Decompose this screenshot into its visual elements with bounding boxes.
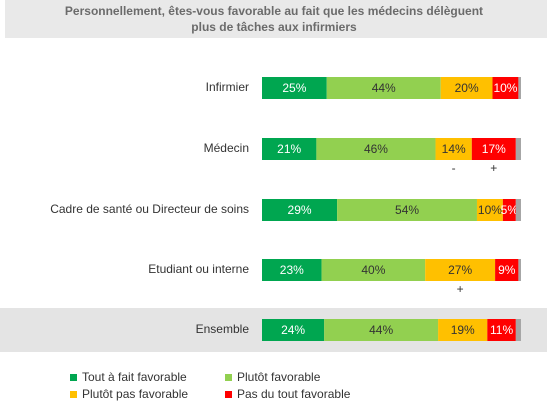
category-label: Infirmier [206, 80, 249, 94]
bar-segment [518, 77, 521, 99]
legend-label: Plutôt favorable [237, 370, 321, 384]
legend-swatch [225, 391, 232, 398]
bar-segment [471, 138, 516, 160]
value-label: 27% [448, 263, 472, 277]
bar-segment [324, 319, 439, 341]
bar-segment [262, 319, 325, 341]
chart-title: Personnellement, êtes-vous favorable au … [65, 4, 483, 34]
value-label: 10% [478, 203, 502, 217]
bar-segment [435, 138, 472, 160]
value-label: 29% [288, 203, 312, 217]
annotation: - [452, 161, 456, 175]
bar-segment [321, 259, 426, 281]
value-label: 46% [364, 142, 388, 156]
bar-segment [502, 199, 516, 221]
value-label: 17% [482, 142, 506, 156]
bar-segment [262, 138, 317, 160]
annotation: + [490, 161, 497, 175]
bar-segment [492, 77, 519, 99]
legend-swatch [225, 374, 232, 381]
value-label: 19% [451, 323, 475, 337]
category-label: Etudiant ou interne [148, 262, 249, 276]
bar-segment [495, 259, 519, 281]
legend-label: Pas du tout favorable [237, 387, 351, 401]
legend-swatch [70, 374, 77, 381]
value-label: 11% [490, 323, 513, 337]
value-label: 14% [442, 142, 466, 156]
value-label: 40% [361, 263, 385, 277]
annotation: + [457, 282, 464, 296]
value-label: 21% [277, 142, 301, 156]
legend-swatch [70, 391, 77, 398]
value-label: 20% [455, 81, 479, 95]
category-label: Cadre de santé ou Directeur de soins [50, 202, 249, 216]
value-label: 25% [282, 81, 306, 95]
bar-segment [438, 319, 488, 341]
value-label: 5% [501, 203, 519, 217]
value-label: 23% [280, 263, 304, 277]
bar-segment [518, 259, 521, 281]
title-band [5, 0, 547, 38]
bar-segment [487, 319, 516, 341]
value-label: 9% [498, 263, 516, 277]
bar-segment [262, 199, 338, 221]
bar-segment [476, 199, 503, 221]
bar-segment [326, 77, 441, 99]
category-label: Médecin [204, 141, 249, 155]
bar-segment [262, 259, 322, 281]
value-label: 10% [493, 81, 517, 95]
category-label: Ensemble [196, 322, 250, 336]
value-label: 24% [281, 323, 305, 337]
bar-segment [425, 259, 496, 281]
bar-segment [515, 319, 521, 341]
bar-segment [515, 199, 521, 221]
bar-segment [515, 138, 521, 160]
bar-segment [262, 77, 327, 99]
bar-segment [316, 138, 436, 160]
bar-segment [337, 199, 477, 221]
bar-segment [440, 77, 493, 99]
value-label: 54% [395, 203, 419, 217]
value-label: 44% [369, 323, 393, 337]
value-label: 44% [372, 81, 396, 95]
legend-label: Plutôt pas favorable [82, 387, 188, 401]
legend-label: Tout à fait favorable [82, 370, 187, 384]
